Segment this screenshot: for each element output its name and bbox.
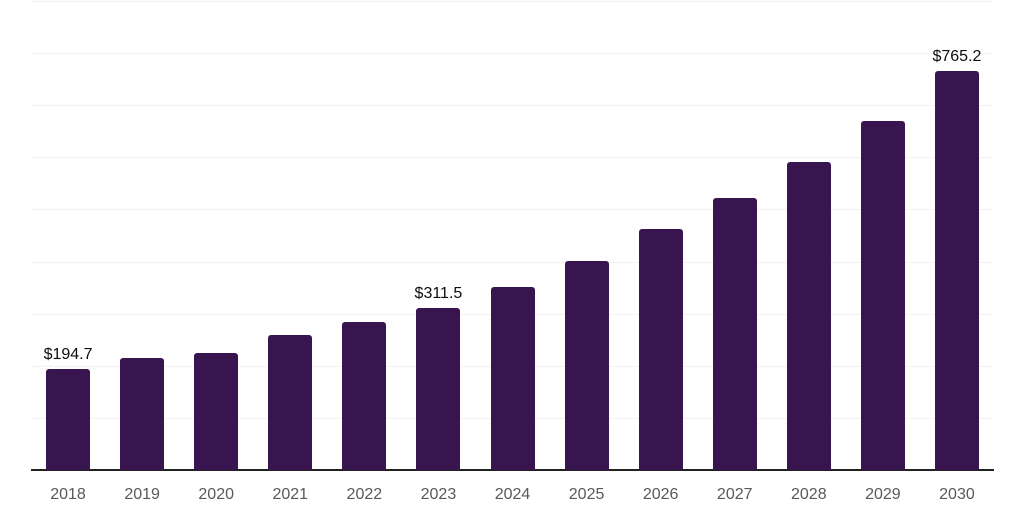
x-tick-2025: 2025 — [568, 486, 605, 503]
gridline-900 — [31, 1, 994, 2]
x-axis-line — [31, 469, 994, 471]
x-tick-2023: 2023 — [420, 486, 457, 503]
bar-2026 — [638, 229, 683, 470]
x-tick-2027: 2027 — [716, 486, 753, 503]
bar-2023 — [416, 307, 461, 470]
bar-2020 — [194, 352, 239, 470]
x-tick-2030: 2030 — [939, 486, 975, 503]
gridline-700 — [31, 105, 994, 107]
bar-2030 — [934, 71, 979, 470]
x-tick-2028: 2028 — [791, 486, 827, 503]
x-tick-2022: 2022 — [346, 486, 383, 503]
bar-2021 — [268, 334, 313, 470]
x-tick-2024: 2024 — [494, 486, 531, 503]
gridline-600 — [31, 157, 994, 159]
bar-2025 — [564, 260, 609, 470]
x-tick-2029: 2029 — [865, 486, 901, 503]
gridline-500 — [31, 209, 994, 211]
x-tick-2018: 2018 — [50, 486, 86, 503]
plot-area: $194.7 $311.5 $765.2 — [31, 1, 994, 471]
bar-2029 — [860, 120, 905, 470]
x-tick-2021: 2021 — [272, 486, 309, 503]
bar-value-label-2018: $194.7 — [43, 345, 93, 363]
bar-2018 — [46, 368, 91, 470]
bar-2027 — [712, 197, 757, 470]
bar-2022 — [342, 322, 387, 470]
bar-value-label-2030: $765.2 — [932, 48, 982, 66]
gridline-800 — [31, 53, 994, 55]
x-tick-2020: 2020 — [198, 486, 234, 503]
bar-value-label-2023: $311.5 — [414, 284, 463, 302]
bar-2019 — [120, 357, 165, 470]
gridline-400 — [31, 261, 994, 263]
bar-2028 — [786, 161, 831, 470]
bar-2024 — [490, 286, 535, 470]
x-tick-2019: 2019 — [124, 486, 160, 503]
x-tick-2026: 2026 — [642, 486, 679, 503]
